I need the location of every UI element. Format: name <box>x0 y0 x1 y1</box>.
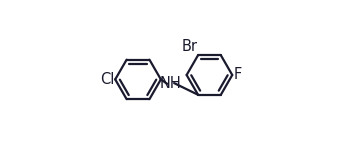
Text: NH: NH <box>159 76 181 91</box>
Text: Br: Br <box>181 39 197 54</box>
Text: Cl: Cl <box>100 72 114 87</box>
Text: F: F <box>233 68 242 82</box>
